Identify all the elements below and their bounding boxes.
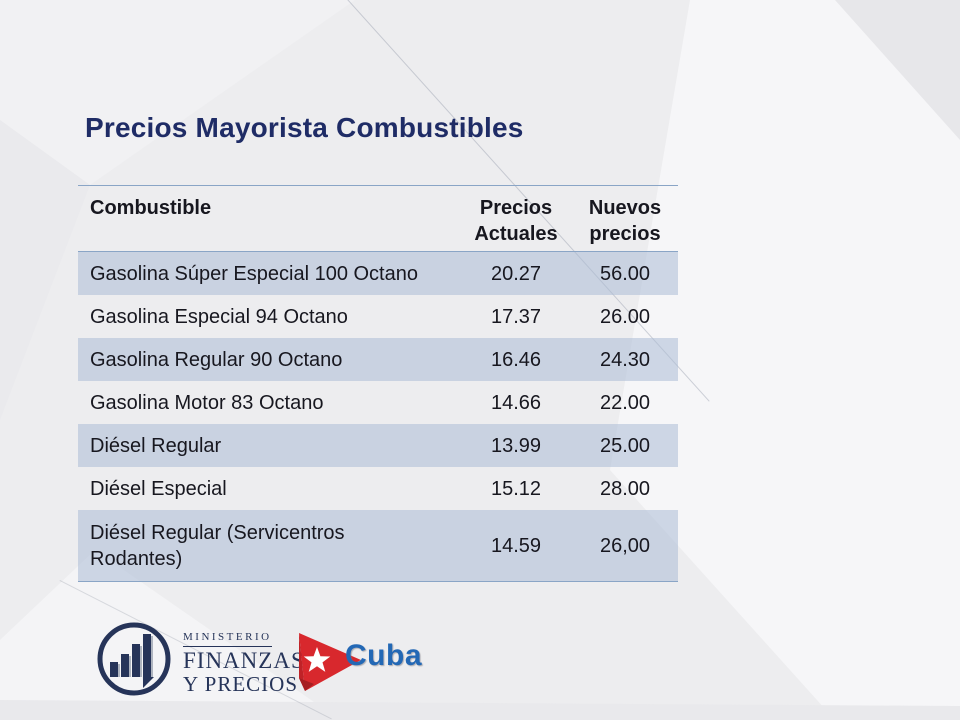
column-header-combustible: Combustible: [90, 197, 212, 219]
cell-precio-actual: 15.12: [490, 477, 542, 500]
cuba-logo: Cuba: [298, 628, 438, 698]
cell-combustible: Gasolina Especial 94 Octano: [90, 305, 348, 328]
ministry-logo: MINISTERIO FINANZAS Y PRECIOS: [95, 620, 305, 698]
header-line: precios: [589, 223, 661, 245]
column-header-nuevos-precios: Nuevos precios: [572, 186, 678, 251]
cell-nuevo-precio: 26.00: [599, 305, 651, 328]
cell-nuevo-precio: 25.00: [599, 434, 651, 457]
cell-precio-actual: 20.27: [490, 262, 542, 285]
table-row: Diésel Regular 13.99 25.00: [78, 424, 678, 467]
cell-precio-actual: 14.66: [490, 391, 542, 414]
cell-combustible: Gasolina Súper Especial 100 Octano: [90, 262, 418, 285]
page-title: Precios Mayorista Combustibles: [85, 112, 524, 143]
cell-precio-actual: 14.59: [490, 534, 542, 557]
table-row: Diésel Especial 15.12 28.00: [78, 467, 678, 510]
cell-precio-actual: 17.37: [490, 305, 542, 328]
cell-nuevo-precio: 56.00: [599, 262, 651, 285]
ministry-seal-icon: [97, 622, 171, 696]
cell-combustible: Diésel Regular: [90, 434, 222, 457]
table-body: Gasolina Súper Especial 100 Octano 20.27…: [78, 252, 678, 582]
cell-combustible: Diésel Regular (Servicentros Rodantes): [90, 521, 345, 570]
table-row: Gasolina Súper Especial 100 Octano 20.27…: [78, 252, 678, 295]
cell-precio-actual: 16.46: [490, 348, 542, 371]
cell-nuevo-precio: 24.30: [599, 348, 651, 371]
cuba-wordmark: Cuba: [345, 639, 422, 672]
header-line: Nuevos: [588, 197, 662, 219]
ministry-line-finanzas: FINANZAS: [183, 647, 305, 673]
cuba-flag-icon: [299, 633, 361, 691]
fuel-prices-table: Combustible Precios Actuales Nuevos prec…: [78, 185, 678, 582]
column-header-precios-actuales: Precios Actuales: [460, 186, 572, 251]
ministry-line-y-precios: Y PRECIOS: [183, 672, 298, 697]
cell-nuevo-precio: 28.00: [599, 477, 651, 500]
cell-combustible: Gasolina Regular 90 Octano: [90, 348, 343, 371]
cell-nuevo-precio: 22.00: [599, 391, 651, 414]
header-line: Precios: [479, 197, 553, 219]
table-row: Gasolina Especial 94 Octano 17.37 26.00: [78, 295, 678, 338]
cell-combustible: Gasolina Motor 83 Octano: [90, 391, 324, 414]
ministry-line-ministerio: MINISTERIO: [183, 631, 272, 647]
cell-nuevo-precio: 26,00: [599, 534, 651, 557]
table-row: Gasolina Motor 83 Octano 14.66 22.00: [78, 381, 678, 424]
table-row: Diésel Regular (Servicentros Rodantes) 1…: [78, 510, 678, 582]
cell-precio-actual: 13.99: [490, 434, 542, 457]
ministry-wordmark: MINISTERIO FINANZAS Y PRECIOS: [183, 623, 305, 695]
header-line: Actuales: [474, 223, 558, 245]
table-header-row: Combustible Precios Actuales Nuevos prec…: [78, 185, 678, 252]
cell-combustible: Diésel Especial: [90, 477, 227, 500]
table-row: Gasolina Regular 90 Octano 16.46 24.30: [78, 338, 678, 381]
